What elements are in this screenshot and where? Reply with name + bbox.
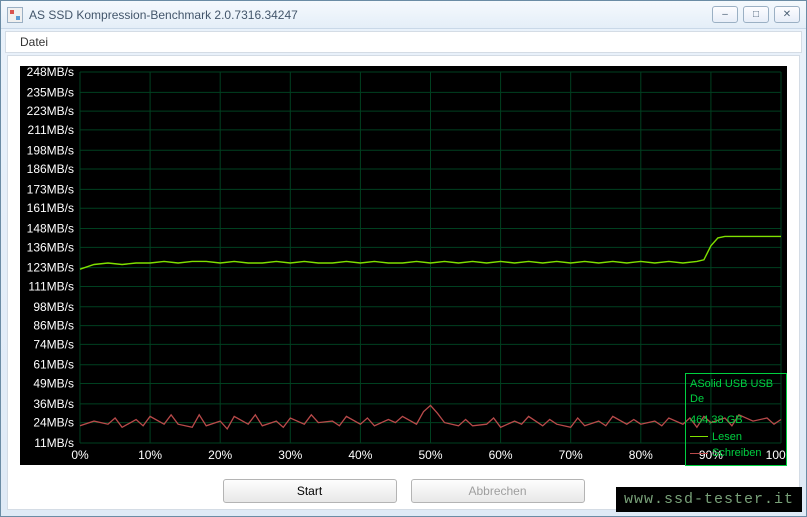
svg-text:61MB/s: 61MB/s bbox=[33, 358, 74, 372]
svg-text:86MB/s: 86MB/s bbox=[33, 319, 74, 333]
svg-text:70%: 70% bbox=[559, 448, 583, 462]
svg-text:49MB/s: 49MB/s bbox=[33, 377, 74, 391]
legend-swatch-write bbox=[690, 453, 708, 454]
close-button[interactable]: ✕ bbox=[774, 6, 800, 23]
svg-text:80%: 80% bbox=[629, 448, 653, 462]
svg-text:148MB/s: 148MB/s bbox=[27, 222, 74, 236]
svg-text:0%: 0% bbox=[71, 448, 89, 462]
watermark: www.ssd-tester.it bbox=[616, 487, 802, 512]
window-title: AS SSD Kompression-Benchmark 2.0.7316.34… bbox=[29, 8, 712, 22]
svg-text:111MB/s: 111MB/s bbox=[28, 279, 74, 293]
svg-text:40%: 40% bbox=[348, 448, 372, 462]
menu-file[interactable]: Datei bbox=[14, 33, 54, 51]
content-panel: 11MB/s 24MB/s 36MB/s 49MB/s 61MB/s 74MB/s 86MB… bbox=[7, 55, 800, 510]
svg-text:223MB/s: 223MB/s bbox=[27, 104, 74, 118]
svg-text:11MB/s: 11MB/s bbox=[34, 436, 74, 450]
start-button[interactable]: Start bbox=[223, 479, 397, 503]
svg-text:50%: 50% bbox=[418, 448, 442, 462]
svg-text:161MB/s: 161MB/s bbox=[27, 201, 74, 215]
legend-capacity: 464,38 GB bbox=[690, 413, 782, 428]
legend-label-write: Schreiben bbox=[712, 446, 762, 461]
titlebar[interactable]: AS SSD Kompression-Benchmark 2.0.7316.34… bbox=[1, 1, 806, 29]
legend-box: ASolid USB USB De 464,38 GB Lesen Schrei… bbox=[685, 373, 787, 466]
legend-item-read: Lesen bbox=[690, 430, 782, 445]
svg-text:198MB/s: 198MB/s bbox=[27, 143, 74, 157]
svg-text:60%: 60% bbox=[489, 448, 513, 462]
svg-text:186MB/s: 186MB/s bbox=[27, 162, 74, 176]
svg-text:235MB/s: 235MB/s bbox=[27, 85, 74, 99]
app-icon bbox=[7, 7, 23, 23]
svg-text:30%: 30% bbox=[278, 448, 302, 462]
svg-text:24MB/s: 24MB/s bbox=[33, 416, 74, 430]
chart-area: 11MB/s 24MB/s 36MB/s 49MB/s 61MB/s 74MB/s 86MB… bbox=[20, 66, 787, 465]
svg-text:248MB/s: 248MB/s bbox=[27, 66, 74, 79]
app-window: AS SSD Kompression-Benchmark 2.0.7316.34… bbox=[0, 0, 807, 517]
svg-text:211MB/s: 211MB/s bbox=[28, 123, 74, 137]
svg-text:36MB/s: 36MB/s bbox=[33, 397, 74, 411]
legend-item-write: Schreiben bbox=[690, 446, 782, 461]
svg-text:136MB/s: 136MB/s bbox=[27, 240, 74, 254]
legend-swatch-read bbox=[690, 436, 708, 437]
svg-text:98MB/s: 98MB/s bbox=[33, 300, 74, 314]
svg-text:74MB/s: 74MB/s bbox=[33, 337, 74, 351]
minimize-button[interactable]: – bbox=[712, 6, 738, 23]
window-controls: – □ ✕ bbox=[712, 6, 800, 23]
svg-text:123MB/s: 123MB/s bbox=[27, 261, 74, 275]
abort-button[interactable]: Abbrechen bbox=[411, 479, 585, 503]
close-icon: ✕ bbox=[783, 9, 791, 20]
svg-text:173MB/s: 173MB/s bbox=[27, 182, 74, 196]
legend-label-read: Lesen bbox=[712, 430, 742, 445]
maximize-icon: □ bbox=[753, 9, 759, 20]
maximize-button[interactable]: □ bbox=[743, 6, 769, 23]
legend-device: ASolid USB USB De bbox=[690, 377, 782, 407]
compression-chart: 11MB/s 24MB/s 36MB/s 49MB/s 61MB/s 74MB/s 86MB… bbox=[20, 66, 787, 465]
svg-text:20%: 20% bbox=[208, 448, 232, 462]
menubar: Datei bbox=[5, 31, 802, 53]
svg-text:10%: 10% bbox=[138, 448, 162, 462]
minimize-icon: – bbox=[722, 9, 728, 20]
